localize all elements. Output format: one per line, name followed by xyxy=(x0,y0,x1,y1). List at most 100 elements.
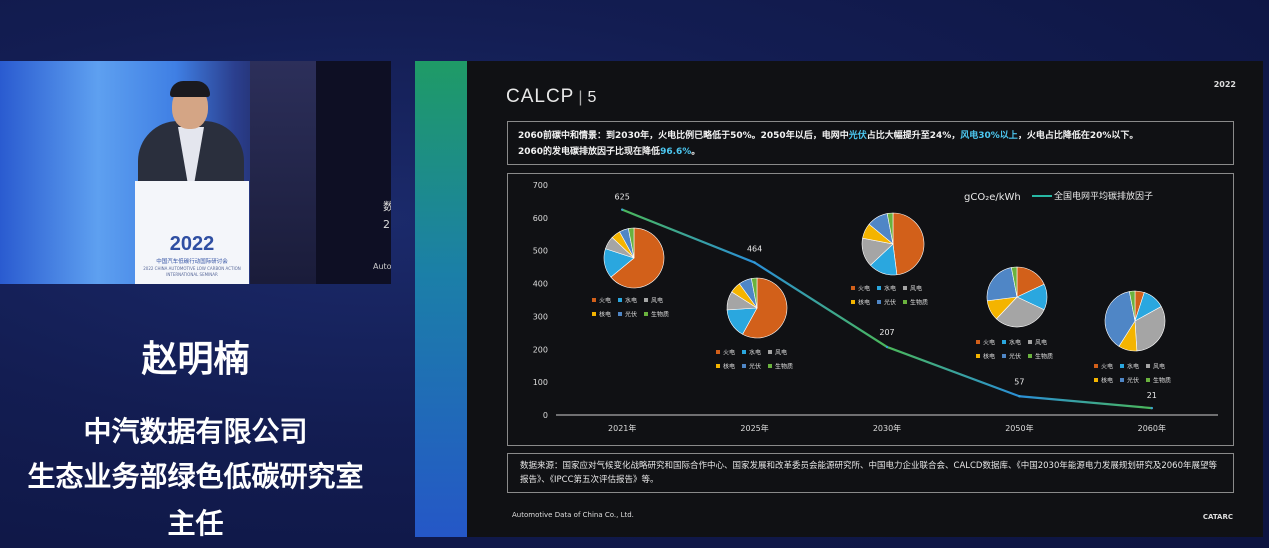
series-line-segment xyxy=(885,345,1021,398)
x-tick-label: 2050年 xyxy=(1005,423,1033,433)
calcp-logo: CALCP | 5 xyxy=(506,86,597,108)
pie-legend-label: 火电 xyxy=(1101,363,1113,371)
pie-legend-label: 水电 xyxy=(749,349,761,357)
data-point xyxy=(885,345,889,349)
pie-slice xyxy=(986,267,1018,302)
stage-screen-caption: Auto xyxy=(373,262,391,271)
pie-legend-label: 风电 xyxy=(910,285,922,293)
data-point xyxy=(1150,406,1153,410)
x-tick-label: 2060年 xyxy=(1138,423,1166,433)
pie-legend-swatch xyxy=(644,312,648,316)
pie-legend-label: 光伏 xyxy=(625,311,637,319)
pie-slice xyxy=(751,277,758,309)
pie-legend-swatch xyxy=(592,312,596,316)
pie-legend-swatch xyxy=(903,300,907,304)
y-tick-label: 0 xyxy=(543,411,548,420)
pie-legend-swatch xyxy=(1094,378,1098,382)
pie-legend-swatch xyxy=(1028,340,1032,344)
footer-company: Automotive Data of China Co., Ltd. xyxy=(512,511,634,519)
y-tick-label: 400 xyxy=(533,280,548,289)
speaker-hair xyxy=(170,81,210,97)
summary-text: 2060前碳中和情景：到2030年，火电比例已略低于50%。2050年以后，电网… xyxy=(518,131,849,141)
podium-event-en-1: 2022 CHINA AUTOMOTIVE LOW CARBON ACTION xyxy=(143,266,241,271)
pie-legend-swatch xyxy=(644,298,648,302)
pie-legend-swatch xyxy=(768,350,772,354)
summary-highlight: 光伏 xyxy=(848,131,867,141)
pie-legend-label: 核电 xyxy=(858,299,870,307)
pie-legend-label: 风电 xyxy=(651,297,663,305)
pie-legend-swatch xyxy=(1146,378,1150,382)
slide-summary: 2060前碳中和情景：到2030年，火电比例已略低于50%。2050年以后，电网… xyxy=(507,121,1234,165)
pie-slice xyxy=(1129,290,1136,322)
y-tick-label: 100 xyxy=(533,378,548,387)
pie-legend-label: 生物质 xyxy=(1035,353,1053,361)
emission-factor-chart: 0 100 200 300 400 500 600 700 2021年 2025年 2030年 205… xyxy=(507,173,1234,446)
logo-separator: | xyxy=(578,89,584,106)
pie-slice xyxy=(1104,291,1136,347)
podium-event-en-2: INTERNATIONAL SEMINAR xyxy=(166,272,218,277)
pie-legend-label: 水电 xyxy=(1127,363,1139,371)
data-point xyxy=(1018,395,1021,398)
data-label: 21 xyxy=(1147,391,1157,400)
data-point xyxy=(753,261,756,264)
pie-legend-label: 水电 xyxy=(625,297,637,305)
pie-legend-swatch xyxy=(592,298,596,302)
pie-legend-label: 光伏 xyxy=(749,363,761,371)
pie-slice xyxy=(1134,306,1166,352)
data-source-note: 数据来源：国家应对气候变化战略研究和国际合作中心、国家发展和改革委员会能源研究所… xyxy=(507,453,1234,493)
pie-legend-swatch xyxy=(1120,364,1124,368)
speaker-department: 生态业务部绿色低碳研究室 xyxy=(27,460,364,493)
summary-highlight: 风电30%以上 xyxy=(960,131,1018,141)
pie-legend-label: 火电 xyxy=(723,349,735,357)
pie-legend-label: 风电 xyxy=(1035,339,1047,347)
podium-event-name: 中国汽车低碳行动国际研讨会 xyxy=(156,259,228,265)
y-tick-label: 200 xyxy=(533,345,548,354)
stage-screen-text: 数 2 xyxy=(383,200,391,231)
slide-year: 2022 xyxy=(1213,80,1236,89)
pie-legend-label: 风电 xyxy=(1153,363,1165,371)
pie-legend-label: 光伏 xyxy=(1127,377,1139,385)
pie-legend-label: 核电 xyxy=(599,311,611,319)
y-tick-label: 300 xyxy=(533,312,548,321)
presentation-slide: CALCP | 5 2022 2060前碳中和情景：到2030年，火电比例已略低于5… xyxy=(415,61,1263,537)
pie-legend-swatch xyxy=(1002,354,1006,358)
pie-legend-label: 核电 xyxy=(1101,377,1113,385)
podium: 2022 中国汽车低碳行动国际研讨会 2022 CHINA AUTOMOTIVE… xyxy=(135,181,249,284)
data-label: 625 xyxy=(615,193,630,202)
podium-year: 2022 xyxy=(169,233,215,255)
pie-legend-label: 生物质 xyxy=(1153,377,1171,385)
data-label: 464 xyxy=(747,245,762,254)
pie-slice xyxy=(892,212,925,276)
pie-legend-swatch xyxy=(877,300,881,304)
series-line-segment xyxy=(753,261,889,349)
stage-backwall xyxy=(250,61,316,284)
stage-screen xyxy=(316,61,391,284)
pie-legend-swatch xyxy=(742,364,746,368)
data-point xyxy=(621,208,624,211)
pie-legend-swatch xyxy=(1120,378,1124,382)
pie-legend-swatch xyxy=(742,350,746,354)
pie-legend-label: 核电 xyxy=(983,353,995,361)
pie-legend-swatch xyxy=(976,340,980,344)
summary-text: 2060的发电碳排放因子比现在降低 xyxy=(518,147,661,157)
summary-text: 占比大幅提升至24%， xyxy=(866,131,961,141)
pie-legend-swatch xyxy=(716,350,720,354)
speaker-video: 数 2 Auto 2022 中国汽车低碳行动国际研讨会 2022 CHINA A… xyxy=(0,61,391,284)
pie-legend-label: 核电 xyxy=(723,363,735,371)
pie-legend-swatch xyxy=(851,286,855,290)
pie-legend-label: 风电 xyxy=(775,349,787,357)
legend-label: 全国电网平均碳排放因子 xyxy=(1054,190,1153,202)
pie-legend-swatch xyxy=(1002,340,1006,344)
pie-legend-label: 生物质 xyxy=(775,363,793,371)
x-tick-label: 2025年 xyxy=(740,423,768,433)
logo-number: 5 xyxy=(587,89,598,106)
speaker-name: 赵明楠 xyxy=(141,339,250,380)
pie-slice xyxy=(886,212,894,245)
footer-brand: CATARC xyxy=(1202,513,1233,521)
pie-slice xyxy=(996,296,1045,328)
pie-slice xyxy=(742,277,788,339)
unit-label: gCO₂e/kWh xyxy=(964,192,1021,203)
y-tick-label: 600 xyxy=(533,214,548,223)
speaker-role: 主任 xyxy=(167,507,224,540)
y-tick-label: 500 xyxy=(533,247,548,256)
